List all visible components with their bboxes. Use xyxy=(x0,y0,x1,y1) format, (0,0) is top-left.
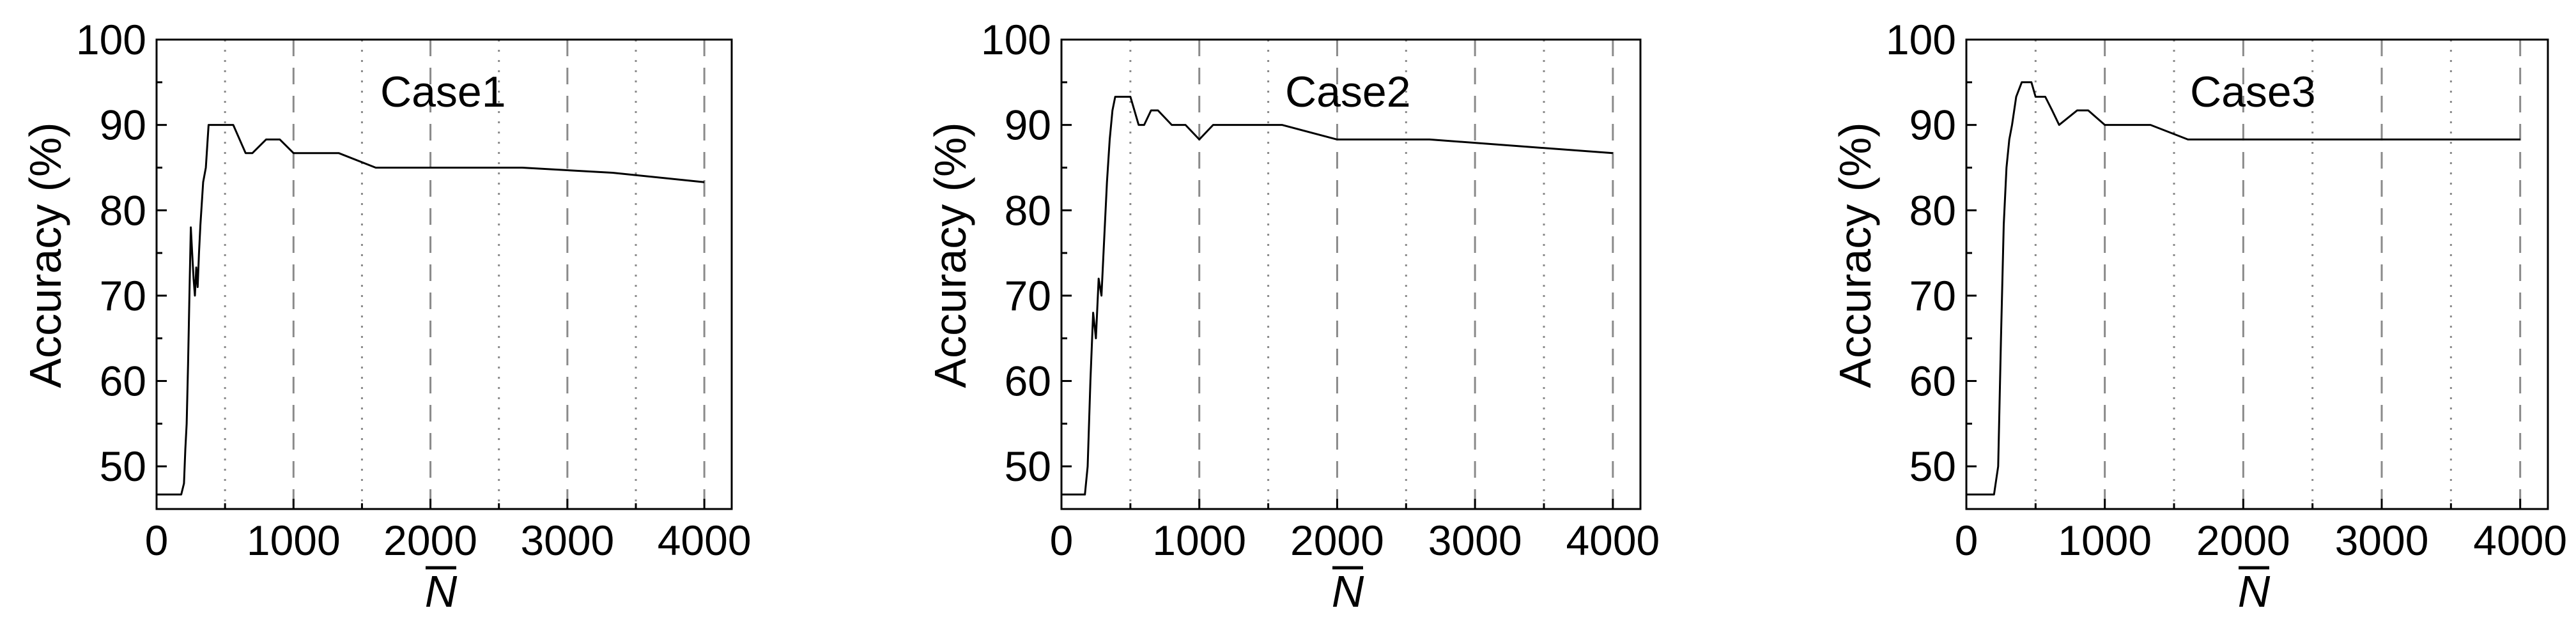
y-tick-label: 80 xyxy=(1005,186,1051,234)
x-tick-label: 0 xyxy=(1050,517,1074,564)
case-label: Case3 xyxy=(2190,68,2316,116)
y-tick-label: 50 xyxy=(1005,443,1051,490)
x-tick-label: 4000 xyxy=(1566,517,1660,564)
x-tick-label: 2000 xyxy=(1290,517,1384,564)
y-tick-label: 100 xyxy=(981,16,1051,63)
plot-frame xyxy=(1060,38,1642,510)
x-axis-title: N xyxy=(1332,566,1364,616)
plot-frame xyxy=(1965,38,2549,510)
x-tick-label: 3000 xyxy=(2335,517,2429,564)
x-tick-label: 4000 xyxy=(2473,517,2567,564)
y-axis-title: Accuracy (%) xyxy=(20,122,70,388)
x-tick-label: 3000 xyxy=(1428,517,1522,564)
x-tick-label: 1000 xyxy=(1152,517,1246,564)
plot-frame xyxy=(155,38,733,510)
y-tick-label: 60 xyxy=(1005,358,1051,405)
x-tick-label: 0 xyxy=(145,517,169,564)
y-tick-label: 50 xyxy=(100,443,146,490)
y-tick-label: 90 xyxy=(100,102,146,149)
accuracy-series-line xyxy=(157,124,705,496)
y-tick-label: 90 xyxy=(1005,102,1051,149)
accuracy-series-line xyxy=(1966,81,2520,496)
accuracy-series-line xyxy=(1061,96,1614,496)
y-axis-title: Accuracy (%) xyxy=(1830,122,1880,388)
x-tick-label: 4000 xyxy=(658,517,752,564)
x-tick-label: 2000 xyxy=(383,517,477,564)
y-tick-label: 70 xyxy=(1005,272,1051,319)
y-tick-label: 80 xyxy=(1909,186,1956,234)
x-tick-label: 1000 xyxy=(247,517,341,564)
case-label: Case1 xyxy=(380,68,506,116)
y-tick-label: 80 xyxy=(100,186,146,234)
y-axis-title: Accuracy (%) xyxy=(925,122,975,388)
y-tick-label: 90 xyxy=(1909,102,1956,149)
y-tick-label: 70 xyxy=(1909,272,1956,319)
y-tick-label: 100 xyxy=(1886,16,1956,63)
x-axis-title: N xyxy=(2238,566,2271,616)
x-tick-label: 3000 xyxy=(520,517,614,564)
x-tick-label: 1000 xyxy=(2058,517,2152,564)
y-tick-label: 100 xyxy=(76,16,146,63)
y-tick-label: 70 xyxy=(100,272,146,319)
y-tick-label: 50 xyxy=(1909,443,1956,490)
y-tick-label: 60 xyxy=(1909,358,1956,405)
x-axis-title: N xyxy=(425,566,458,616)
y-tick-label: 60 xyxy=(100,358,146,405)
x-tick-label: 0 xyxy=(1955,517,1978,564)
case-label: Case2 xyxy=(1285,68,1411,116)
x-tick-label: 2000 xyxy=(2196,517,2290,564)
